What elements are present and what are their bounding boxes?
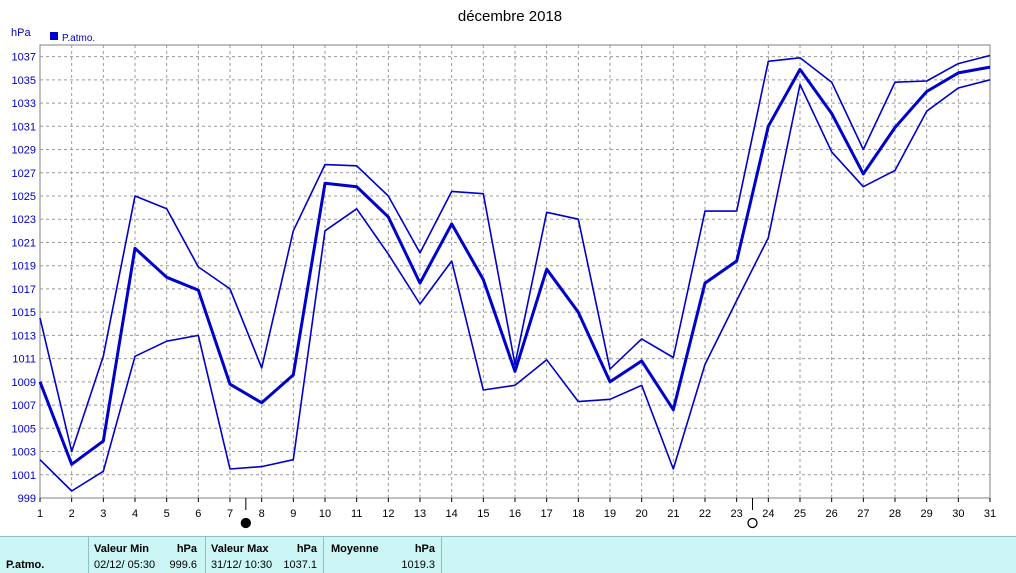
x-tick-label: 16 xyxy=(509,508,521,520)
x-tick-label: 15 xyxy=(477,508,489,520)
chart-title: décembre 2018 xyxy=(458,8,562,25)
x-tick-label: 9 xyxy=(290,508,296,520)
chart: décembre 2018 hPa P.atmo. 999 1001 1003 100… xyxy=(11,8,996,529)
x-tick-label: 23 xyxy=(731,508,743,520)
x-tick-label: 21 xyxy=(667,508,679,520)
y-tick-label: 1017 xyxy=(12,284,36,296)
stats-avg-cell: Moyenne hPa 1019.3 xyxy=(323,537,442,573)
series-line-mean xyxy=(38,65,991,466)
x-tick-label: 11 xyxy=(351,508,362,520)
avg-header: Moyenne xyxy=(331,543,379,555)
min-unit: hPa xyxy=(176,543,197,555)
y-tick-label: 1011 xyxy=(12,354,36,366)
stats-series-name: P.atmo. xyxy=(6,559,45,571)
stats-label-cell xyxy=(0,537,89,573)
x-tick-label: 20 xyxy=(636,508,648,520)
stats-max-cell: Valeur Max hPa 31/12/ 10:30 1037.1 xyxy=(205,537,324,573)
avg-value: 1019.3 xyxy=(401,559,435,571)
x-tick-label: 13 xyxy=(414,508,426,520)
x-tick-label: 7 xyxy=(227,508,233,520)
y-tick-label: 1003 xyxy=(12,447,36,459)
legend-label: P.atmo. xyxy=(62,33,95,44)
x-tick-label: 22 xyxy=(699,508,711,520)
x-tick-label: 30 xyxy=(952,508,964,520)
y-axis-unit: hPa xyxy=(11,27,31,39)
y-tick-label: 999 xyxy=(18,493,36,505)
y-tick-label: 1027 xyxy=(12,168,36,180)
min-date: 02/12/ 05:30 xyxy=(94,559,156,571)
stats-min-cell: Valeur Min hPa 02/12/ 05:30 999.6 xyxy=(88,537,206,573)
series-line-max xyxy=(39,54,991,453)
y-tick-label: 1031 xyxy=(12,121,36,133)
x-tick-label: 27 xyxy=(857,508,869,520)
y-tick-label: 1005 xyxy=(12,423,36,435)
min-value: 999.6 xyxy=(169,559,197,571)
y-tick-label: 1033 xyxy=(12,98,36,110)
x-tick-label: 8 xyxy=(259,508,265,520)
x-tick-label: 3 xyxy=(100,508,106,520)
x-tick-label: 28 xyxy=(889,508,901,520)
y-tick-label: 1013 xyxy=(12,330,36,342)
y-tick-label: 1021 xyxy=(12,237,36,249)
x-tick-label: 19 xyxy=(604,508,616,520)
x-tick-label: 31 xyxy=(984,508,996,520)
x-tick-label: 29 xyxy=(921,508,933,520)
y-tick-label: 1001 xyxy=(12,470,36,482)
min-header: Valeur Min xyxy=(94,543,150,555)
max-date: 31/12/ 10:30 xyxy=(211,559,273,571)
full-moon-icon xyxy=(747,517,758,529)
x-tick-label: 18 xyxy=(572,508,584,520)
x-tick-label: 26 xyxy=(826,508,838,520)
x-tick-label: 4 xyxy=(132,508,138,520)
y-tick-label: 1029 xyxy=(12,145,36,157)
y-tick-label: 1007 xyxy=(12,400,36,412)
series-line-min xyxy=(39,79,991,492)
y-tick-label: 1035 xyxy=(12,75,36,87)
avg-unit: hPa xyxy=(414,543,435,555)
x-tick-label: 5 xyxy=(164,508,170,520)
x-tick-label: 17 xyxy=(541,508,553,520)
new-moon-icon xyxy=(240,517,251,529)
x-tick-label: 25 xyxy=(794,508,806,520)
y-tick-label: 1009 xyxy=(12,377,36,389)
y-tick-label: 1037 xyxy=(12,52,36,64)
y-tick-label: 1019 xyxy=(12,261,36,273)
plot-area xyxy=(39,44,991,499)
max-header: Valeur Max xyxy=(211,543,269,555)
max-value: 1037.1 xyxy=(283,559,317,571)
stats-bar: P.atmo. Valeur Min hPa 02/12/ 05:30 999.… xyxy=(0,536,1016,573)
x-tick-label: 12 xyxy=(382,508,394,520)
x-tick-label: 14 xyxy=(446,508,458,520)
x-tick-label: 1 xyxy=(37,508,43,520)
x-tick-label: 10 xyxy=(319,508,331,520)
x-tick-label: 24 xyxy=(762,508,774,520)
x-tick-label: 6 xyxy=(195,508,201,520)
y-tick-label: 1025 xyxy=(12,191,36,203)
max-unit: hPa xyxy=(296,543,317,555)
x-tick-label: 2 xyxy=(69,508,75,520)
y-tick-label: 1015 xyxy=(12,307,36,319)
y-tick-label: 1023 xyxy=(12,214,36,226)
legend-swatch xyxy=(50,32,58,40)
